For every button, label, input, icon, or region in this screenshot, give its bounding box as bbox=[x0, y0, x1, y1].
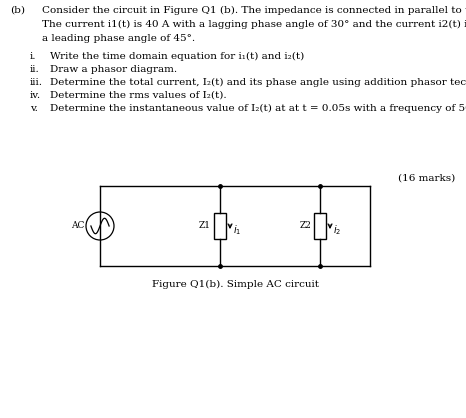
Text: Figure Q1(b). Simple AC circuit: Figure Q1(b). Simple AC circuit bbox=[151, 280, 318, 289]
Text: Determine the rms values of I₂(t).: Determine the rms values of I₂(t). bbox=[50, 91, 226, 100]
Text: a leading phase angle of 45°.: a leading phase angle of 45°. bbox=[42, 34, 195, 43]
Text: Determine the total current, I₂(t) and its phase angle using addition phasor tec: Determine the total current, I₂(t) and i… bbox=[50, 78, 466, 87]
Text: iv.: iv. bbox=[30, 91, 41, 100]
Text: i.: i. bbox=[30, 52, 36, 61]
Text: v.: v. bbox=[30, 104, 38, 113]
Text: Determine the instantaneous value of I₂(t) at at t = 0.05s with a frequency of 5: Determine the instantaneous value of I₂(… bbox=[50, 104, 466, 113]
Text: Write the time domain equation for i₁(t) and i₂(t): Write the time domain equation for i₁(t)… bbox=[50, 52, 304, 61]
Text: Z2: Z2 bbox=[299, 222, 311, 230]
Text: (16 marks): (16 marks) bbox=[398, 174, 455, 183]
Text: Draw a phasor diagram.: Draw a phasor diagram. bbox=[50, 65, 177, 74]
Text: (b): (b) bbox=[10, 6, 25, 15]
Text: $i_2$: $i_2$ bbox=[333, 223, 341, 237]
Bar bbox=[214, 213, 226, 239]
Text: AC: AC bbox=[71, 221, 84, 229]
Bar bbox=[314, 213, 326, 239]
Text: Consider the circuit in Figure Q1 (b). The impedance is connected in parallel to: Consider the circuit in Figure Q1 (b). T… bbox=[42, 6, 466, 15]
Text: The current i1(t) is 40 A with a lagging phase angle of 30° and the current i2(t: The current i1(t) is 40 A with a lagging… bbox=[42, 20, 466, 29]
Text: ii.: ii. bbox=[30, 65, 40, 74]
Text: $i_1$: $i_1$ bbox=[233, 223, 241, 237]
Text: Z1: Z1 bbox=[199, 222, 211, 230]
Text: iii.: iii. bbox=[30, 78, 43, 87]
